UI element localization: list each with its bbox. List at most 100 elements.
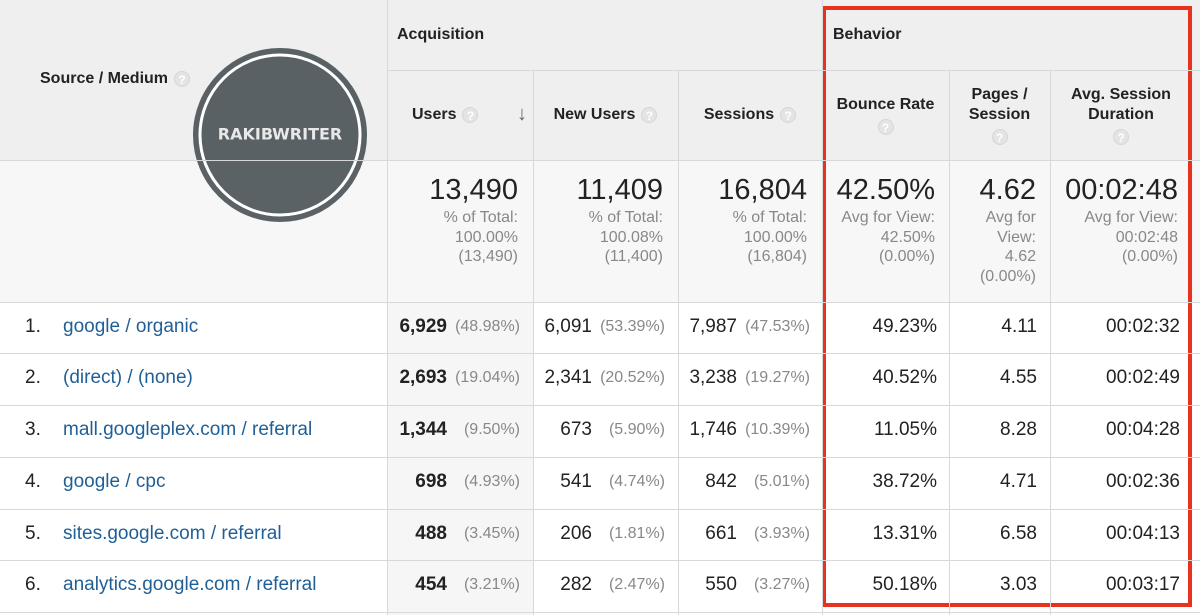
help-icon: ? (991, 129, 1008, 145)
total-note: (0.00%) (1121, 248, 1178, 265)
total-note: Avg for (985, 209, 1036, 226)
new-users-pct: (4.74%) (608, 473, 665, 490)
pages-session: 4.11 (1001, 316, 1037, 337)
source-header: Source / Medium? (40, 70, 191, 88)
sessions: 842 (705, 471, 737, 492)
column-header: Sessions? (678, 70, 822, 160)
users: 454 (415, 574, 447, 595)
column-header: Pages / Session? (949, 70, 1050, 160)
bounce-rate: 38.72% (872, 471, 937, 492)
row-line (0, 160, 1200, 161)
total-note: (13,490) (458, 248, 518, 265)
pages-session: 3.03 (1000, 574, 1037, 595)
source-link[interactable]: google / organic (63, 316, 199, 337)
sessions: 3,238 (689, 367, 737, 388)
column-line (678, 70, 679, 615)
acquisition-header: Acquisition (397, 26, 485, 43)
total-note: Avg for View: (1084, 209, 1178, 226)
total-value: 16,804 (718, 174, 807, 206)
help-icon: ? (174, 70, 191, 87)
users-pct: (3.21%) (463, 576, 520, 593)
sessions-pct: (5.01%) (753, 473, 810, 490)
rank: 4. (25, 471, 41, 492)
new-users-pct: (20.52%) (600, 369, 665, 386)
total-note: 100.08% (599, 228, 663, 246)
pages-session: 8.28 (1000, 419, 1037, 440)
sessions: 7,987 (689, 316, 737, 337)
sessions: 550 (705, 574, 737, 595)
bounce-rate: 49.23% (872, 316, 937, 337)
row-line (0, 612, 1200, 613)
total-value: 11,409 (576, 174, 663, 206)
total-cell: 16,804 % of Total: 100.00% (16,804) (678, 172, 822, 267)
help-icon: ? (780, 107, 797, 123)
source-link[interactable]: analytics.google.com / referral (63, 574, 317, 595)
header-text: Avg. Session Duration (1071, 86, 1171, 123)
column-header: New Users? (533, 70, 678, 160)
avg-duration: 00:02:32 (1106, 316, 1180, 337)
pages-session: 4.71 (1000, 471, 1037, 492)
sessions: 1,746 (689, 419, 737, 440)
column-header: Avg. Session Duration? (1050, 70, 1192, 160)
avg-duration: 00:04:28 (1106, 419, 1180, 440)
source-link[interactable]: mall.googleplex.com / referral (63, 419, 313, 440)
header-text: Sessions (703, 106, 775, 123)
new-users: 282 (560, 574, 592, 595)
source-link[interactable]: (direct) / (none) (63, 367, 193, 388)
row-line (0, 302, 1200, 303)
help-icon: ? (1113, 129, 1129, 145)
total-note: 00:02:48 (1115, 228, 1178, 246)
new-users: 541 (560, 471, 592, 492)
total-value: 4.62 (979, 174, 1036, 206)
header-text: Source / Medium (40, 70, 169, 87)
sessions-pct: (10.39%) (745, 421, 810, 438)
total-note: % of Total: (443, 209, 518, 226)
total-cell: 42.50% Avg for View: 42.50% (0.00%) (822, 172, 949, 267)
help-icon: ? (877, 119, 894, 135)
rank: 5. (25, 523, 41, 544)
column-line (387, 0, 388, 615)
sort-arrow: ↓ (517, 103, 527, 125)
pages-session: 4.55 (1000, 367, 1037, 388)
users: 698 (415, 471, 447, 492)
users: 1,344 (399, 419, 447, 440)
sessions: 661 (705, 523, 737, 544)
new-users: 6,091 (544, 316, 592, 337)
column-header: Users? ↓ (387, 70, 533, 160)
total-note: 100.00% (743, 228, 807, 246)
column-line (949, 70, 950, 615)
pages-session: 6.58 (1000, 523, 1037, 544)
header-text: Pages / Session (968, 86, 1031, 123)
users-pct: (4.93%) (463, 473, 520, 490)
new-users-pct: (1.81%) (608, 525, 665, 542)
help-icon: ? (641, 107, 658, 123)
total-note: 42.50% (880, 228, 935, 246)
new-users-pct: (5.90%) (608, 421, 665, 438)
header-text: Users (412, 106, 457, 123)
sessions-pct: (3.93%) (753, 525, 810, 542)
source-link[interactable]: google / cpc (63, 471, 166, 492)
total-cell: 4.62 Avg for View: 4.62 (0.00%) (949, 172, 1050, 286)
rank: 6. (25, 574, 41, 595)
rank: 2. (25, 367, 41, 388)
total-note: (0.00%) (979, 267, 1036, 285)
total-note: View: (997, 228, 1036, 246)
total-note: Avg for View: (841, 209, 935, 226)
behavior-header: Behavior (833, 26, 902, 43)
bounce-rate: 11.05% (873, 419, 937, 440)
source-link[interactable]: sites.google.com / referral (63, 523, 282, 544)
users-pct: (3.45%) (463, 525, 520, 542)
total-cell: 00:02:48 Avg for View: 00:02:48 (0.00%) (1050, 172, 1192, 267)
total-note: % of Total: (732, 209, 807, 226)
new-users: 2,341 (544, 367, 592, 388)
row-line (0, 509, 1200, 510)
bounce-rate: 13.31% (872, 523, 937, 544)
total-note: (0.00%) (878, 248, 935, 265)
column-header: Bounce Rate? (822, 70, 949, 160)
total-value: 42.50% (836, 174, 935, 206)
column-line (1050, 70, 1051, 615)
users: 6,929 (399, 316, 447, 337)
sessions-pct: (19.27%) (745, 369, 810, 386)
row-line (0, 560, 1200, 561)
